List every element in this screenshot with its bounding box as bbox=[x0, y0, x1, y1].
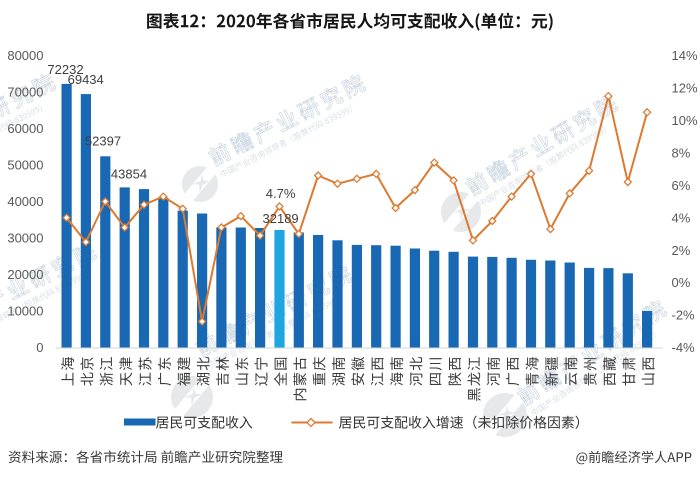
svg-text:6%: 6% bbox=[672, 178, 691, 193]
svg-text:4%: 4% bbox=[672, 210, 691, 225]
svg-text:10000: 10000 bbox=[7, 304, 43, 319]
svg-text:-4%: -4% bbox=[672, 340, 696, 355]
svg-text:2%: 2% bbox=[672, 243, 691, 258]
svg-text:30000: 30000 bbox=[7, 231, 43, 246]
svg-text:50000: 50000 bbox=[7, 158, 43, 173]
svg-text:80000: 80000 bbox=[7, 48, 43, 63]
svg-text:40000: 40000 bbox=[7, 194, 43, 209]
svg-text:4.7%: 4.7% bbox=[266, 186, 296, 201]
svg-text:-2%: -2% bbox=[672, 308, 696, 323]
svg-text:12%: 12% bbox=[672, 81, 698, 96]
svg-text:0: 0 bbox=[36, 340, 43, 355]
svg-text:60000: 60000 bbox=[7, 121, 43, 136]
svg-text:43854: 43854 bbox=[111, 167, 147, 182]
svg-text:20000: 20000 bbox=[7, 267, 43, 282]
svg-text:52397: 52397 bbox=[85, 133, 121, 148]
svg-text:70000: 70000 bbox=[7, 85, 43, 100]
svg-text:32189: 32189 bbox=[263, 211, 299, 226]
svg-text:14%: 14% bbox=[672, 48, 698, 63]
svg-text:8%: 8% bbox=[672, 145, 691, 160]
svg-text:72232: 72232 bbox=[47, 62, 83, 77]
svg-text:0%: 0% bbox=[672, 275, 691, 290]
svg-text:69434: 69434 bbox=[68, 72, 104, 87]
svg-text:10%: 10% bbox=[672, 113, 698, 128]
